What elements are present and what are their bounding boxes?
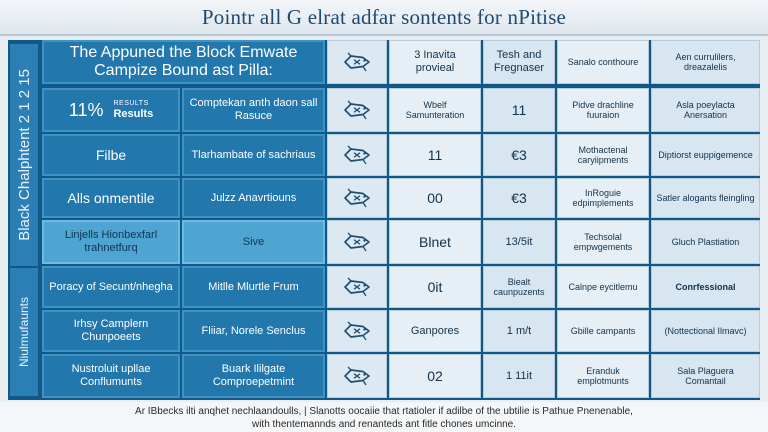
row-6-col3: Gbille campants	[557, 310, 649, 352]
footer-note: Ar IBbecks ilti anqhet nechlaandoulls, |…	[0, 402, 768, 432]
row-2-col3: Mothactenal caryiipments	[557, 134, 649, 176]
row-6-col2: 1 m/t	[483, 310, 555, 352]
row-5-col2: Biealt caunpuzents	[483, 266, 555, 308]
row-5-desc: Mitlle Mlurtle Frum	[182, 266, 325, 308]
fish-icon	[327, 178, 387, 218]
row-7-col4: Sala Plaguera Comantail	[651, 354, 760, 398]
row-0-title: The Appuned the Block Emwate Campize Bou…	[42, 40, 325, 84]
row-4-desc: Sive	[182, 220, 325, 264]
row-0-col2: Tesh and Fregnaser	[483, 40, 555, 84]
row-0-col4: Aen currulilers, dreazalelis	[651, 40, 760, 84]
row-2-col2: €3	[483, 134, 555, 176]
title-bar: Pointr all G elrat adfar sontents for nP…	[0, 0, 768, 36]
fish-icon	[327, 310, 387, 352]
footer-line-1: Ar IBbecks ilti anqhet nechlaandoulls, |…	[135, 406, 633, 417]
row-2-title: Filbe	[42, 134, 180, 176]
row-2-col1: 11	[389, 134, 481, 176]
row-6-desc: Fliiar, Norele Senclus	[182, 310, 325, 352]
row-1-desc: Comptekan anth daon sall Rasuce	[182, 88, 325, 132]
row-4-col1: Blnet	[389, 220, 481, 264]
row-7-col2: 1 11it	[483, 354, 555, 398]
row-7-desc: Buark Ililgate Comproepetmint	[182, 354, 325, 398]
row-4-col4: Gluch Plastiation	[651, 220, 760, 264]
fish-icon	[327, 266, 387, 308]
row-5-col3: Calnpe eycitlemu	[557, 266, 649, 308]
row-7-col3: Eranduk emplotmunts	[557, 354, 649, 398]
footer-line-2: with thentemannds and renanteds ant fitl…	[251, 419, 517, 430]
row-7-col1: 02	[389, 354, 481, 398]
row-4-title: Linjells Hionbexfarl trahnetfurq	[42, 220, 180, 264]
row-3-title: Alls onmentile	[42, 178, 180, 218]
fish-icon	[327, 40, 387, 84]
row-2-desc: Tlarhambate of sachriaus	[182, 134, 325, 176]
sidebar-label-bottom: Niulmufaunts	[10, 268, 38, 396]
row-6-col1: Ganpores	[389, 310, 481, 352]
stat-value: 11%	[68, 99, 104, 120]
row-1-col1: Wbelf Samunteration	[389, 88, 481, 132]
page-title: Pointr all G elrat adfar sontents for nP…	[201, 4, 567, 29]
stat-label: Results	[113, 107, 154, 120]
row-1-col4: Asla poeylacta Anersation	[651, 88, 760, 132]
row-4-col3: Techsolal empwgements	[557, 220, 649, 264]
row-0-col1: 3 Inavita provieal	[389, 40, 481, 84]
row-1-col2: 11	[483, 88, 555, 132]
row-3-col1: 00	[389, 178, 481, 218]
row-5-col4: Conrfessional	[651, 266, 760, 308]
row-2-col4: Diptiorst euppigemence	[651, 134, 760, 176]
fish-icon	[327, 220, 387, 264]
row-5-title: Poracy of Secunt/nhegha	[42, 266, 180, 308]
row-6-col4: (Nottectional Ilmavc)	[651, 310, 760, 352]
fish-icon	[327, 134, 387, 176]
stat-label-small: RESULTS	[113, 99, 149, 107]
fish-icon	[327, 354, 387, 398]
row-3-col3: InRoguie edpimplements	[557, 178, 649, 218]
row-0-col3: Sanalo conthoure	[557, 40, 649, 84]
fish-icon	[327, 88, 387, 132]
row-3-desc: Julzz Anavrtiouns	[182, 178, 325, 218]
row-5-col1: 0it	[389, 266, 481, 308]
row-3-col2: €3	[483, 178, 555, 218]
row-3-col4: Satler alogants fleingling	[651, 178, 760, 218]
sidebar-label-top: Black Chalphtent 2 1 2 15	[10, 44, 38, 266]
row-4-col2: 13/5it	[483, 220, 555, 264]
row-7-title: Nustroluit upllae Conflumunts	[42, 354, 180, 398]
row-1-col3: Pidve drachline fuuraion	[557, 88, 649, 132]
row-1-stat: 11% RESULTS Results	[42, 88, 180, 132]
row-6-title: Irhsy Camplern Chunpoeets	[42, 310, 180, 352]
